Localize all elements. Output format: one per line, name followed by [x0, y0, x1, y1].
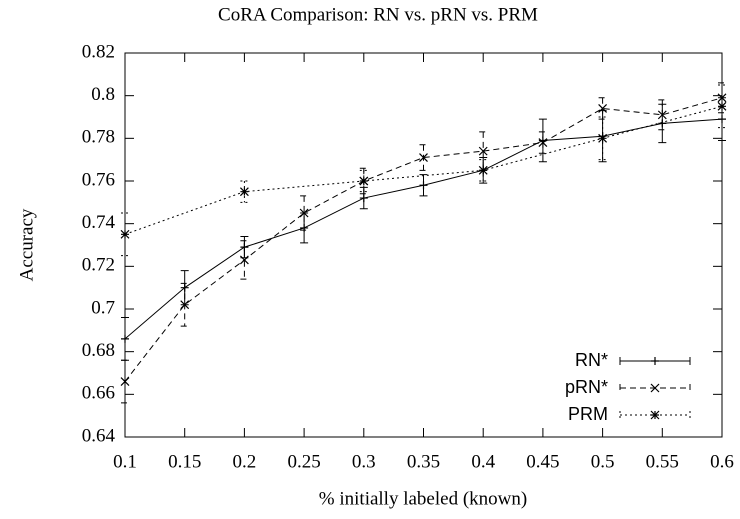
- y-axis-label: Accuracy: [16, 208, 37, 281]
- chart-title: CoRA Comparison: RN vs. pRN vs. PRM: [218, 4, 538, 25]
- legend-label: PRM: [568, 404, 608, 424]
- y-tick-label: 0.66: [82, 383, 115, 404]
- marker: [121, 334, 129, 343]
- marker: [180, 300, 190, 310]
- marker: [419, 181, 428, 190]
- x-tick-label: 0.2: [233, 451, 257, 472]
- legend-marker: [650, 410, 660, 420]
- marker: [717, 93, 727, 103]
- series-line: [124, 97, 723, 382]
- y-tick-label: 0.72: [82, 255, 115, 276]
- marker: [478, 165, 488, 175]
- x-tick-label: 0.1: [113, 451, 137, 472]
- marker: [538, 138, 548, 148]
- legend-marker: [651, 357, 659, 365]
- error-bar: [300, 195, 309, 231]
- x-tick-label: 0.15: [168, 451, 201, 472]
- marker: [239, 187, 249, 197]
- marker: [657, 110, 667, 120]
- marker: [120, 229, 130, 239]
- marker: [359, 176, 369, 186]
- y-tick-label: 0.8: [91, 84, 115, 105]
- legend-label: pRN*: [565, 377, 608, 397]
- marker: [419, 153, 428, 162]
- x-tick-label: 0.35: [407, 451, 440, 472]
- marker: [598, 104, 608, 113]
- x-tick-label: 0.6: [710, 451, 734, 472]
- marker: [239, 255, 249, 265]
- marker: [359, 194, 368, 203]
- x-tick-label: 0.4: [471, 451, 495, 472]
- y-tick-label: 0.68: [82, 340, 115, 361]
- error-bar: [240, 240, 249, 280]
- marker: [717, 101, 727, 111]
- y-tick-label: 0.64: [82, 425, 116, 446]
- legend-marker: [650, 383, 660, 393]
- x-tick-label: 0.5: [591, 451, 615, 472]
- y-tick-label: 0.74: [82, 212, 116, 233]
- x-tick-label: 0.25: [287, 451, 320, 472]
- plot-frame: [124, 52, 723, 438]
- y-tick-label: 0.82: [82, 41, 115, 62]
- y-tick-label: 0.7: [91, 297, 115, 318]
- x-axis-label: % initially labeled (known): [319, 488, 527, 509]
- series-line: [124, 118, 723, 340]
- x-tick-label: 0.55: [646, 451, 679, 472]
- marker: [299, 208, 309, 218]
- series-line: [124, 105, 723, 235]
- y-tick-label: 0.76: [82, 169, 115, 190]
- marker: [478, 146, 488, 156]
- x-tick-label: 0.3: [352, 451, 376, 472]
- x-tick-label: 0.45: [526, 451, 559, 472]
- legend-label: RN*: [575, 350, 608, 370]
- marker: [598, 133, 608, 143]
- marker: [120, 377, 130, 386]
- y-tick-label: 0.78: [82, 127, 115, 148]
